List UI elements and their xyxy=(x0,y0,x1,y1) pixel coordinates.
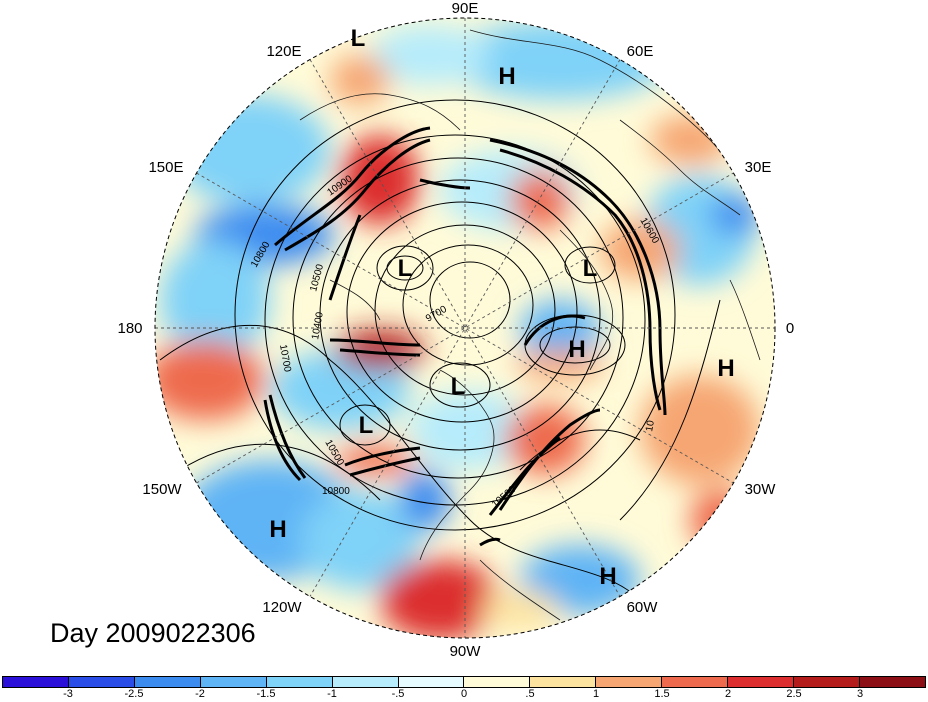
colorbar-segment xyxy=(596,677,663,687)
lon-label-0: 0 xyxy=(786,320,794,337)
colorbar-segment xyxy=(530,677,597,687)
low-pressure-label: L xyxy=(451,373,466,400)
high-pressure-label: H xyxy=(269,516,286,543)
colorbar-tick-label: 1.5 xyxy=(654,688,670,700)
day-title: Day 2009022306 xyxy=(50,618,256,648)
contour-label: 10800 xyxy=(322,486,350,497)
low-pressure-label: L xyxy=(398,255,413,282)
high-pressure-label: H xyxy=(568,336,585,363)
jet-contours xyxy=(263,126,667,547)
colorbar-tick-label: -2 xyxy=(195,688,205,700)
contour-label: 10700 xyxy=(277,344,293,374)
longitude-labels: 90E 60E 30E 0 30W 60W 90W 120W 150W 180 … xyxy=(117,0,794,660)
lon-label-150e: 150E xyxy=(148,159,183,176)
colorbar-tick-label: -3 xyxy=(63,688,73,700)
colorbar-tick-label: -1.5 xyxy=(256,688,276,700)
colorbar xyxy=(2,676,926,688)
colorbar-tick-label: 0 xyxy=(460,688,468,700)
low-pressure-label: L xyxy=(351,25,366,52)
high-pressure-label: H xyxy=(599,563,616,590)
colorbar-segment xyxy=(134,677,201,687)
colorbar-tick-label: 2 xyxy=(724,688,732,700)
colorbar-tick-label: 1 xyxy=(592,688,600,700)
colorbar-segment xyxy=(398,677,465,687)
colorbar-segment xyxy=(728,677,795,687)
colorbar-segment xyxy=(266,677,333,687)
colorbar-tick-label: -1 xyxy=(327,688,337,700)
lon-label-180: 180 xyxy=(117,320,142,337)
lon-label-90e: 90E xyxy=(452,0,479,17)
high-pressure-label: H xyxy=(498,63,515,90)
colorbar-tick-label: -2.5 xyxy=(124,688,144,700)
contour-label: 10 xyxy=(644,419,657,432)
colorbar-segment xyxy=(200,677,267,687)
lon-label-30e: 30E xyxy=(745,159,772,176)
colorbar-tick-label: -.5 xyxy=(391,688,405,700)
lon-label-60e: 60E xyxy=(627,43,654,60)
colorbar-segment xyxy=(464,677,531,687)
low-pressure-label: L xyxy=(359,412,374,439)
lon-label-120e: 120E xyxy=(266,43,301,60)
colorbar-tick-label: .5 xyxy=(525,688,535,700)
lon-label-120w: 120W xyxy=(262,599,302,616)
colorbar-tick-label: 3 xyxy=(856,688,864,700)
colorbar-segment xyxy=(68,677,135,687)
lon-label-90w: 90W xyxy=(450,643,482,660)
high-pressure-label: H xyxy=(717,355,734,382)
graticule xyxy=(155,18,775,638)
colorbar-segment xyxy=(3,677,69,687)
lon-label-30w: 30W xyxy=(745,481,777,498)
lon-label-60w: 60W xyxy=(627,599,659,616)
pressure-system-labels: L H L L H H L L H H xyxy=(269,25,734,590)
colorbar-segment xyxy=(332,677,399,687)
contour-label: 10400 xyxy=(310,311,326,341)
low-pressure-label: L xyxy=(583,255,598,282)
lon-label-150w: 150W xyxy=(142,481,182,498)
colorbar-segment xyxy=(859,677,925,687)
colorbar-tick-label: 2.5 xyxy=(786,688,802,700)
colorbar-ticks: -3 -2.5 -2 -1.5 -1 -.5 0 .5 1 1.5 2 2.5 3 xyxy=(2,688,926,702)
colorbar-segment xyxy=(794,677,860,687)
map-boundary xyxy=(154,17,776,639)
colorbar-segment xyxy=(662,677,729,687)
